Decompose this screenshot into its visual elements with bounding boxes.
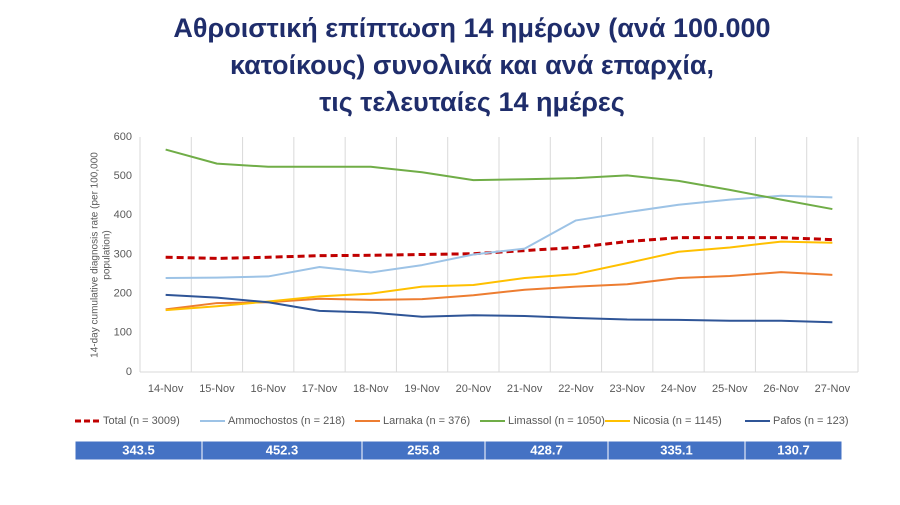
x-tick-label: 17-Nov (302, 383, 338, 395)
summary-value: 255.8 (407, 442, 440, 457)
x-tick-label: 15-Nov (199, 383, 235, 395)
x-tick-label: 26-Nov (763, 383, 799, 395)
series-line (165, 271, 833, 311)
y-tick-label: 600 (114, 131, 132, 143)
y-tick-label: 0 (126, 366, 132, 378)
x-tick-label: 20-Nov (456, 383, 492, 395)
summary-value: 452.3 (266, 442, 299, 457)
x-tick-label: 22-Nov (558, 383, 594, 395)
series-line (165, 148, 833, 211)
chart-title: κατοίκους) συνολικά και ανά επαρχία, (230, 50, 714, 80)
chart-title: τις τελευταίες 14 ημέρες (319, 87, 625, 117)
y-tick-label: 200 (114, 288, 132, 300)
series-line (165, 240, 833, 312)
legend-label: Ammochostos (n = 218) (228, 415, 345, 427)
y-axis-label-line: population) (102, 230, 113, 279)
summary-value: 335.1 (660, 442, 693, 457)
y-tick-label: 400 (114, 209, 132, 221)
summary-value: 343.5 (122, 442, 155, 457)
legend-label: Nicosia (n = 1145) (633, 415, 722, 427)
x-tick-label: 27-Nov (815, 383, 851, 395)
summary-value: 428.7 (530, 442, 563, 457)
x-tick-label: 23-Nov (609, 383, 645, 395)
legend-label: Total (n = 3009) (103, 415, 180, 427)
y-tick-label: 300 (114, 248, 132, 260)
legend-label: Pafos (n = 123) (773, 415, 849, 427)
x-tick-label: 18-Nov (353, 383, 389, 395)
y-axis-label-line: 14-day cumulative diagnosis rate (per 10… (90, 152, 101, 358)
summary-value: 130.7 (777, 442, 810, 457)
series-line (165, 194, 833, 279)
x-tick-label: 14-Nov (148, 383, 184, 395)
x-tick-label: 25-Nov (712, 383, 748, 395)
legend-label: Limassol (n = 1050) (508, 415, 605, 427)
chart-title: Αθροιστική επίπτωση 14 ημέρων (ανά 100.0… (173, 13, 770, 43)
y-tick-label: 100 (114, 327, 132, 339)
legend-label: Larnaka (n = 376) (383, 415, 470, 427)
x-tick-label: 16-Nov (250, 383, 286, 395)
series-line (165, 293, 833, 324)
y-tick-label: 500 (114, 170, 132, 182)
x-tick-label: 19-Nov (404, 383, 440, 395)
x-tick-label: 21-Nov (507, 383, 543, 395)
x-tick-label: 24-Nov (661, 383, 697, 395)
summary-cell (744, 440, 843, 461)
y-axis-label: 14-day cumulative diagnosis rate (per 10… (90, 152, 113, 358)
